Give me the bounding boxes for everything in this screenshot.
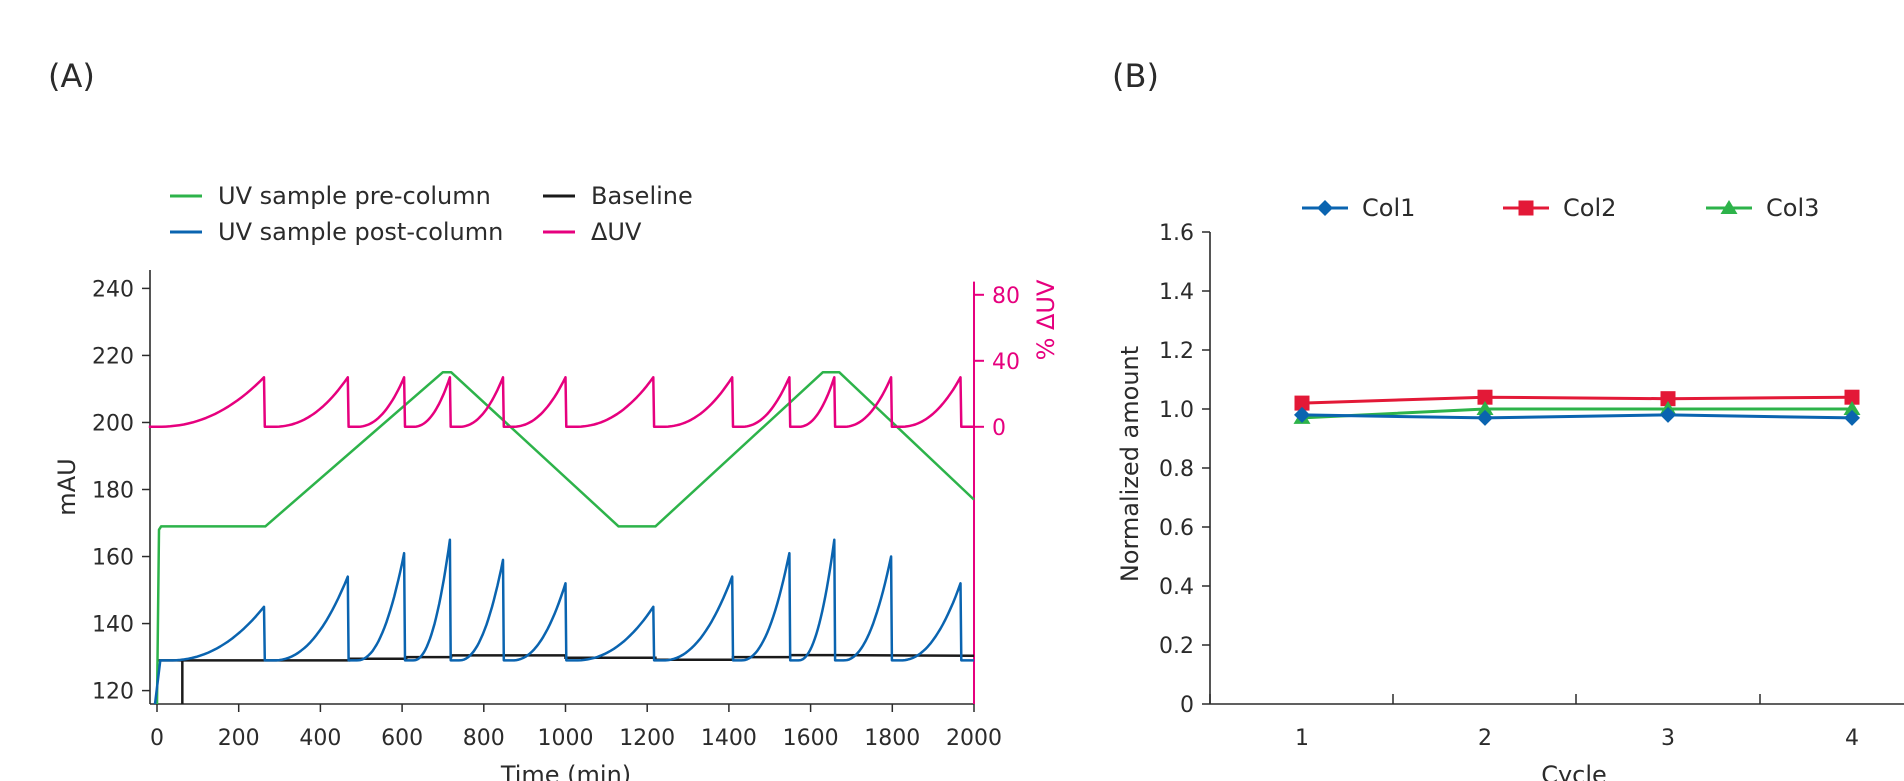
post-column-line: [153, 538, 974, 705]
y-axis-title: mAU: [53, 458, 81, 515]
x-tick-label: 1400: [701, 726, 757, 751]
pre-column-line: [155, 370, 975, 705]
y-tick-label: 180: [92, 479, 134, 504]
data-point-col2: [1660, 391, 1676, 407]
data-point-col3: [1476, 401, 1494, 415]
legend-marker: [1518, 200, 1534, 216]
x-axis-title: Time (min): [500, 761, 631, 781]
x-tick-label: 4: [1845, 726, 1859, 751]
y-tick-label: 0.4: [1159, 575, 1194, 600]
x-tick-label: 1800: [864, 726, 920, 751]
y-tick-label: 160: [92, 546, 134, 571]
y-axis-title: Normalized amount: [1116, 346, 1144, 582]
series-line-col2: [1301, 395, 1853, 405]
data-point-col2: [1294, 395, 1310, 411]
y-tick-label: 220: [92, 344, 134, 369]
y2-tick-label: 80: [992, 284, 1020, 309]
y-tick-label: 1.0: [1159, 398, 1194, 423]
y-tick-label: 140: [92, 613, 134, 638]
x-tick-label: 2000: [946, 726, 1002, 751]
series-line-col3: [1301, 407, 1852, 420]
y-tick-label: 0: [1180, 693, 1194, 718]
data-point-col2: [1477, 389, 1493, 405]
chart-b: 0 0.2 0.4 0.6 0.8 1.0 1.2 1.4 1.6 1 2 3 4 Cycle Normal…: [1116, 194, 1904, 781]
y-tick-label: 0.2: [1159, 634, 1194, 659]
legend-label: Col2: [1563, 194, 1616, 222]
x-tick-label: 1: [1295, 726, 1309, 751]
panel-b-label: (B): [1112, 57, 1159, 95]
y-tick-label: 1.4: [1159, 280, 1194, 305]
data-point-col2: [1844, 389, 1860, 405]
legend-label: Col1: [1362, 194, 1415, 222]
x-tick-label: 2: [1478, 726, 1492, 751]
x-tick-label: 600: [381, 726, 423, 751]
x-tick-label: 1000: [538, 726, 594, 751]
y-tick-label: 1.2: [1159, 339, 1194, 364]
y-tick-label: 200: [92, 411, 134, 436]
x-tick-label: 1600: [783, 726, 839, 751]
y-tick-label: 240: [92, 277, 134, 302]
series-line-col1: [1301, 413, 1853, 420]
y-tick-label: 120: [92, 680, 134, 705]
chart-a: 0 200 400 600 800 1000 1200 1400 1600 1800 2000120…: [53, 182, 1060, 781]
x-tick-label: 400: [299, 726, 341, 751]
data-point-col3: [1843, 401, 1861, 415]
legend-label: ΔUV: [591, 218, 642, 246]
data-point-col1: [1844, 409, 1860, 426]
data-point-col1: [1477, 409, 1493, 426]
legend-label: UV sample pre-column: [218, 182, 491, 210]
data-point-col1: [1660, 406, 1676, 423]
y2-axis-title: % ΔUV: [1032, 279, 1060, 360]
x-axis-title: Cycle: [1541, 761, 1607, 781]
y-tick-label: 0.8: [1159, 457, 1194, 482]
x-tick-label: 0: [150, 726, 164, 751]
x-tick-label: 1200: [619, 726, 675, 751]
y-tick-label: 1.6: [1159, 221, 1194, 246]
y2-tick-label: 40: [992, 350, 1020, 375]
legend-label: Col3: [1766, 194, 1819, 222]
x-tick-label: 800: [463, 726, 505, 751]
legend-marker: [1720, 200, 1738, 214]
y-tick-label: 0.6: [1159, 516, 1194, 541]
legend-label: UV sample post-column: [218, 218, 503, 246]
data-point-col1: [1294, 406, 1310, 423]
x-tick-label: 3: [1661, 726, 1675, 751]
legend-marker: [1317, 200, 1333, 216]
x-tick-label: 200: [218, 726, 260, 751]
legend-label: Baseline: [591, 182, 693, 210]
delta-uv-line: [148, 376, 974, 429]
y2-tick-label: 0: [992, 416, 1006, 441]
panel-a-label: (A): [48, 57, 95, 95]
